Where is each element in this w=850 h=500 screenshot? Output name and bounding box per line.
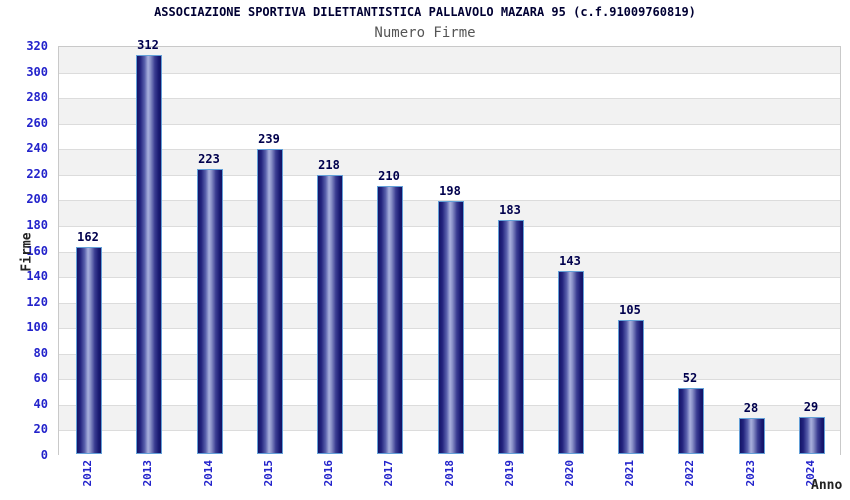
bar-value-2017: 210 (378, 169, 400, 183)
x-tick-label-2018: 2018 (443, 460, 456, 487)
bar-2015 (257, 149, 283, 454)
gridline (59, 149, 840, 151)
y-tick-label: 80 (33, 345, 48, 360)
x-tick-label-2020: 2020 (563, 460, 576, 487)
y-tick-label: 20 (33, 422, 48, 437)
chart-title: ASSOCIAZIONE SPORTIVA DILETTANTISTICA PA… (154, 5, 696, 19)
bar-2013 (136, 55, 162, 454)
x-tick-label-2014: 2014 (202, 460, 215, 487)
gridline (59, 174, 840, 176)
y-tick-label: 240 (26, 141, 48, 156)
background-band (59, 174, 840, 201)
bar-2024 (799, 417, 825, 454)
bar-2018 (438, 201, 464, 454)
gridline (59, 72, 840, 74)
gridline (59, 98, 840, 100)
bar-2019 (498, 220, 524, 454)
chart-subtitle: Numero Firme (374, 25, 476, 41)
bar-value-2012: 162 (77, 230, 99, 244)
x-tick-label-2016: 2016 (322, 460, 335, 487)
y-tick-label: 160 (26, 243, 48, 258)
bar-2021 (618, 320, 644, 454)
y-tick-label: 280 (26, 90, 48, 105)
background-band (59, 98, 840, 124)
x-axis-title: Anno (811, 478, 843, 493)
y-tick-label: 140 (26, 269, 48, 284)
gridline (59, 123, 840, 125)
y-axis-title: Firme (19, 232, 35, 272)
bar-2014 (197, 169, 223, 454)
y-tick-label: 60 (33, 371, 48, 386)
background-band (59, 72, 840, 99)
bar-2017 (377, 186, 403, 454)
y-tick-label: 120 (26, 294, 48, 309)
y-tick-label: 200 (26, 192, 48, 207)
bar-value-2024: 29 (803, 400, 819, 414)
bar-value-2020: 143 (559, 254, 581, 268)
y-tick-label: 180 (26, 217, 48, 232)
background-band (59, 123, 840, 150)
x-tick-label-2022: 2022 (683, 460, 696, 487)
gridline (59, 200, 840, 202)
x-tick-label-2012: 2012 (81, 460, 94, 487)
bar-2020 (558, 271, 584, 454)
bar-value-2019: 183 (499, 203, 521, 217)
bar-value-2016: 218 (318, 158, 340, 172)
y-tick-label: 100 (26, 320, 48, 335)
bar-2022 (678, 388, 704, 454)
bar-value-2013: 312 (137, 38, 159, 52)
x-tick-label-2019: 2019 (503, 460, 516, 487)
bar-value-2021: 105 (619, 303, 641, 317)
y-tick-label: 320 (26, 39, 48, 53)
x-tick-label-2021: 2021 (623, 460, 636, 487)
x-tick-label-2023: 2023 (744, 460, 757, 487)
y-tick-label: 40 (33, 396, 48, 411)
bar-value-2023: 28 (743, 401, 759, 415)
background-band (59, 47, 840, 73)
bar-2016 (317, 175, 343, 454)
y-tick-label: 260 (26, 115, 48, 130)
bar-value-2018: 198 (439, 184, 461, 198)
x-tick-label-2015: 2015 (262, 460, 275, 487)
y-tick-label: 0 (40, 448, 48, 462)
bar-2012 (76, 247, 102, 454)
x-tick-label-2017: 2017 (382, 460, 395, 487)
x-tick-label-2013: 2013 (141, 460, 154, 487)
y-tick-label: 300 (26, 64, 48, 79)
bar-value-2022: 52 (682, 371, 698, 385)
y-tick-label: 220 (26, 166, 48, 181)
bar-value-2014: 223 (198, 152, 220, 166)
background-band (59, 149, 840, 175)
bar-2023 (739, 418, 765, 454)
bar-value-2015: 239 (258, 132, 280, 146)
plot-area (58, 46, 841, 456)
